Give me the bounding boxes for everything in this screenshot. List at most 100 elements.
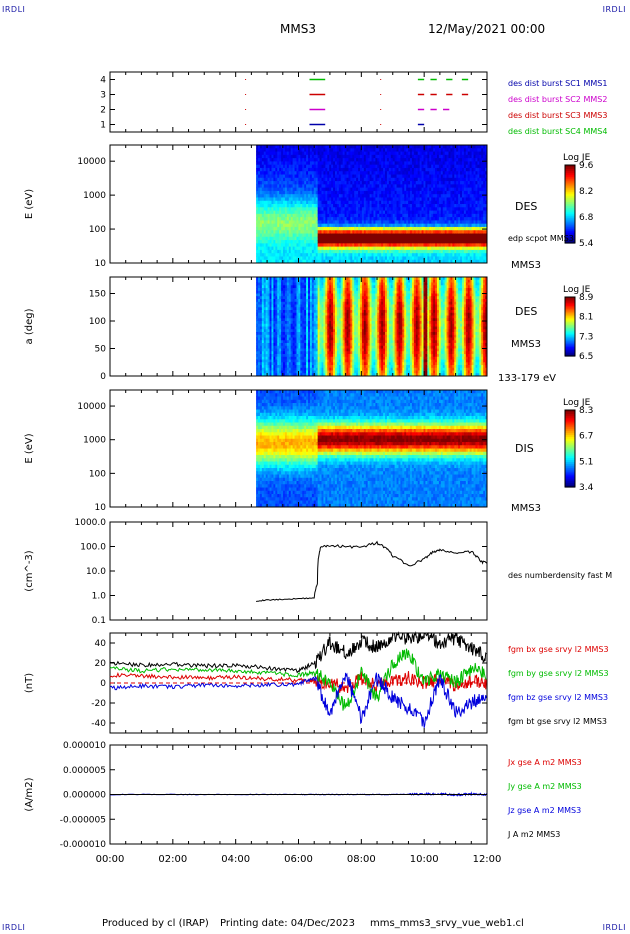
des-energy-cell [273,197,276,202]
des-energy-cell [359,210,363,215]
des-energy-cell [334,187,338,192]
des-energy-cell [359,236,363,241]
des-energy-cell [396,236,399,241]
des-energy-cell [454,194,457,198]
des-energy-cell [436,253,440,257]
des-energy-cell [446,154,450,159]
des-energy-cell [386,145,390,149]
des-energy-cell [334,158,338,162]
des-energy-cell [336,253,340,257]
des-energy-cell [365,167,369,172]
des-energy-cell [408,187,411,192]
des-energy-cell [383,151,386,156]
des-energy-cell [284,167,288,172]
des-energy-cell [284,253,288,257]
des-energy-cell [333,253,336,257]
des-energy-cell [275,190,278,195]
des-energy-cell [377,230,380,234]
des-energy-cell [277,226,280,231]
des-energy-cell [385,233,388,238]
des-energy-cell [421,200,424,205]
des-energy-cell [442,154,446,159]
des-energy-cell [361,190,365,195]
des-energy-cell [450,184,453,189]
des-energy-cell [415,161,419,166]
des-energy-cell [413,171,417,175]
des-energy-cell [342,220,346,225]
des-energy-cell [288,230,292,234]
des-energy-cell [275,181,278,185]
des-energy-cell [283,167,286,172]
des-energy-cell [458,210,461,215]
des-energy-cell [283,184,286,189]
des-energy-cell [419,197,423,202]
des-energy-cell [358,177,361,182]
des-energy-cell [346,197,349,202]
des-energy-cell [309,181,313,185]
des-energy-cell [277,256,280,261]
des-energy-cell [442,249,446,254]
des-energy-cell [438,249,442,254]
des-energy-cell [373,243,376,248]
des-energy-cell [367,190,371,195]
des-energy-cell [261,158,265,162]
des-energy-cell [417,256,421,261]
des-energy-cell [321,240,324,244]
des-energy-cell [336,213,340,218]
des-energy-cell [325,249,328,254]
des-energy-cell [450,167,453,172]
des-energy-cell [456,151,459,156]
des-energy-cell [313,161,317,166]
des-energy-cell [356,190,359,195]
des-energy-cell [317,223,321,228]
des-energy-cell [277,161,280,166]
des-energy-cell [261,174,265,179]
des-energy-cell [325,145,328,149]
des-energy-cell [334,184,338,189]
des-energy-cell [435,243,438,248]
des-energy-cell [365,207,369,212]
des-energy-cell [327,171,330,175]
des-energy-cell [334,167,338,172]
des-energy-cell [300,213,303,218]
des-energy-cell [396,246,399,251]
des-energy-cell [365,253,369,257]
des-energy-cell [273,246,276,251]
des-energy-cell [448,161,451,166]
des-energy-cell [373,236,376,241]
des-energy-cell [390,197,394,202]
des-energy-cell [271,259,274,264]
des-energy-cell [354,181,357,185]
des-energy-cell [308,230,311,234]
des-energy-cell [440,167,444,172]
des-energy-cell [448,259,451,264]
des-energy-cell [385,164,388,169]
des-energy-cell [338,145,342,149]
des-energy-cell [394,233,398,238]
des-energy-cell [283,220,286,225]
des-energy-cell [259,177,263,182]
des-energy-cell [448,148,451,153]
des-energy-cell [458,207,461,212]
des-energy-cell [427,158,430,162]
des-energy-cell [346,226,349,231]
des-energy-cell [375,226,378,231]
des-energy-cell [309,177,313,182]
des-energy-cell [321,151,324,156]
des-energy-cell [408,184,411,189]
des-energy-cell [315,243,319,248]
des-energy-cell [423,145,426,149]
des-energy-cell [308,204,311,208]
des-energy-cell [306,161,309,166]
des-energy-cell [271,246,274,251]
des-energy-cell [375,253,378,257]
des-energy-cell [440,249,444,254]
des-energy-cell [398,190,401,195]
des-energy-cell [292,213,296,218]
des-energy-cell [334,207,338,212]
des-energy-cell [294,148,297,153]
des-energy-cell [333,217,336,221]
des-energy-cell [454,190,457,195]
des-energy-cell [427,259,430,264]
des-energy-cell [277,204,280,208]
